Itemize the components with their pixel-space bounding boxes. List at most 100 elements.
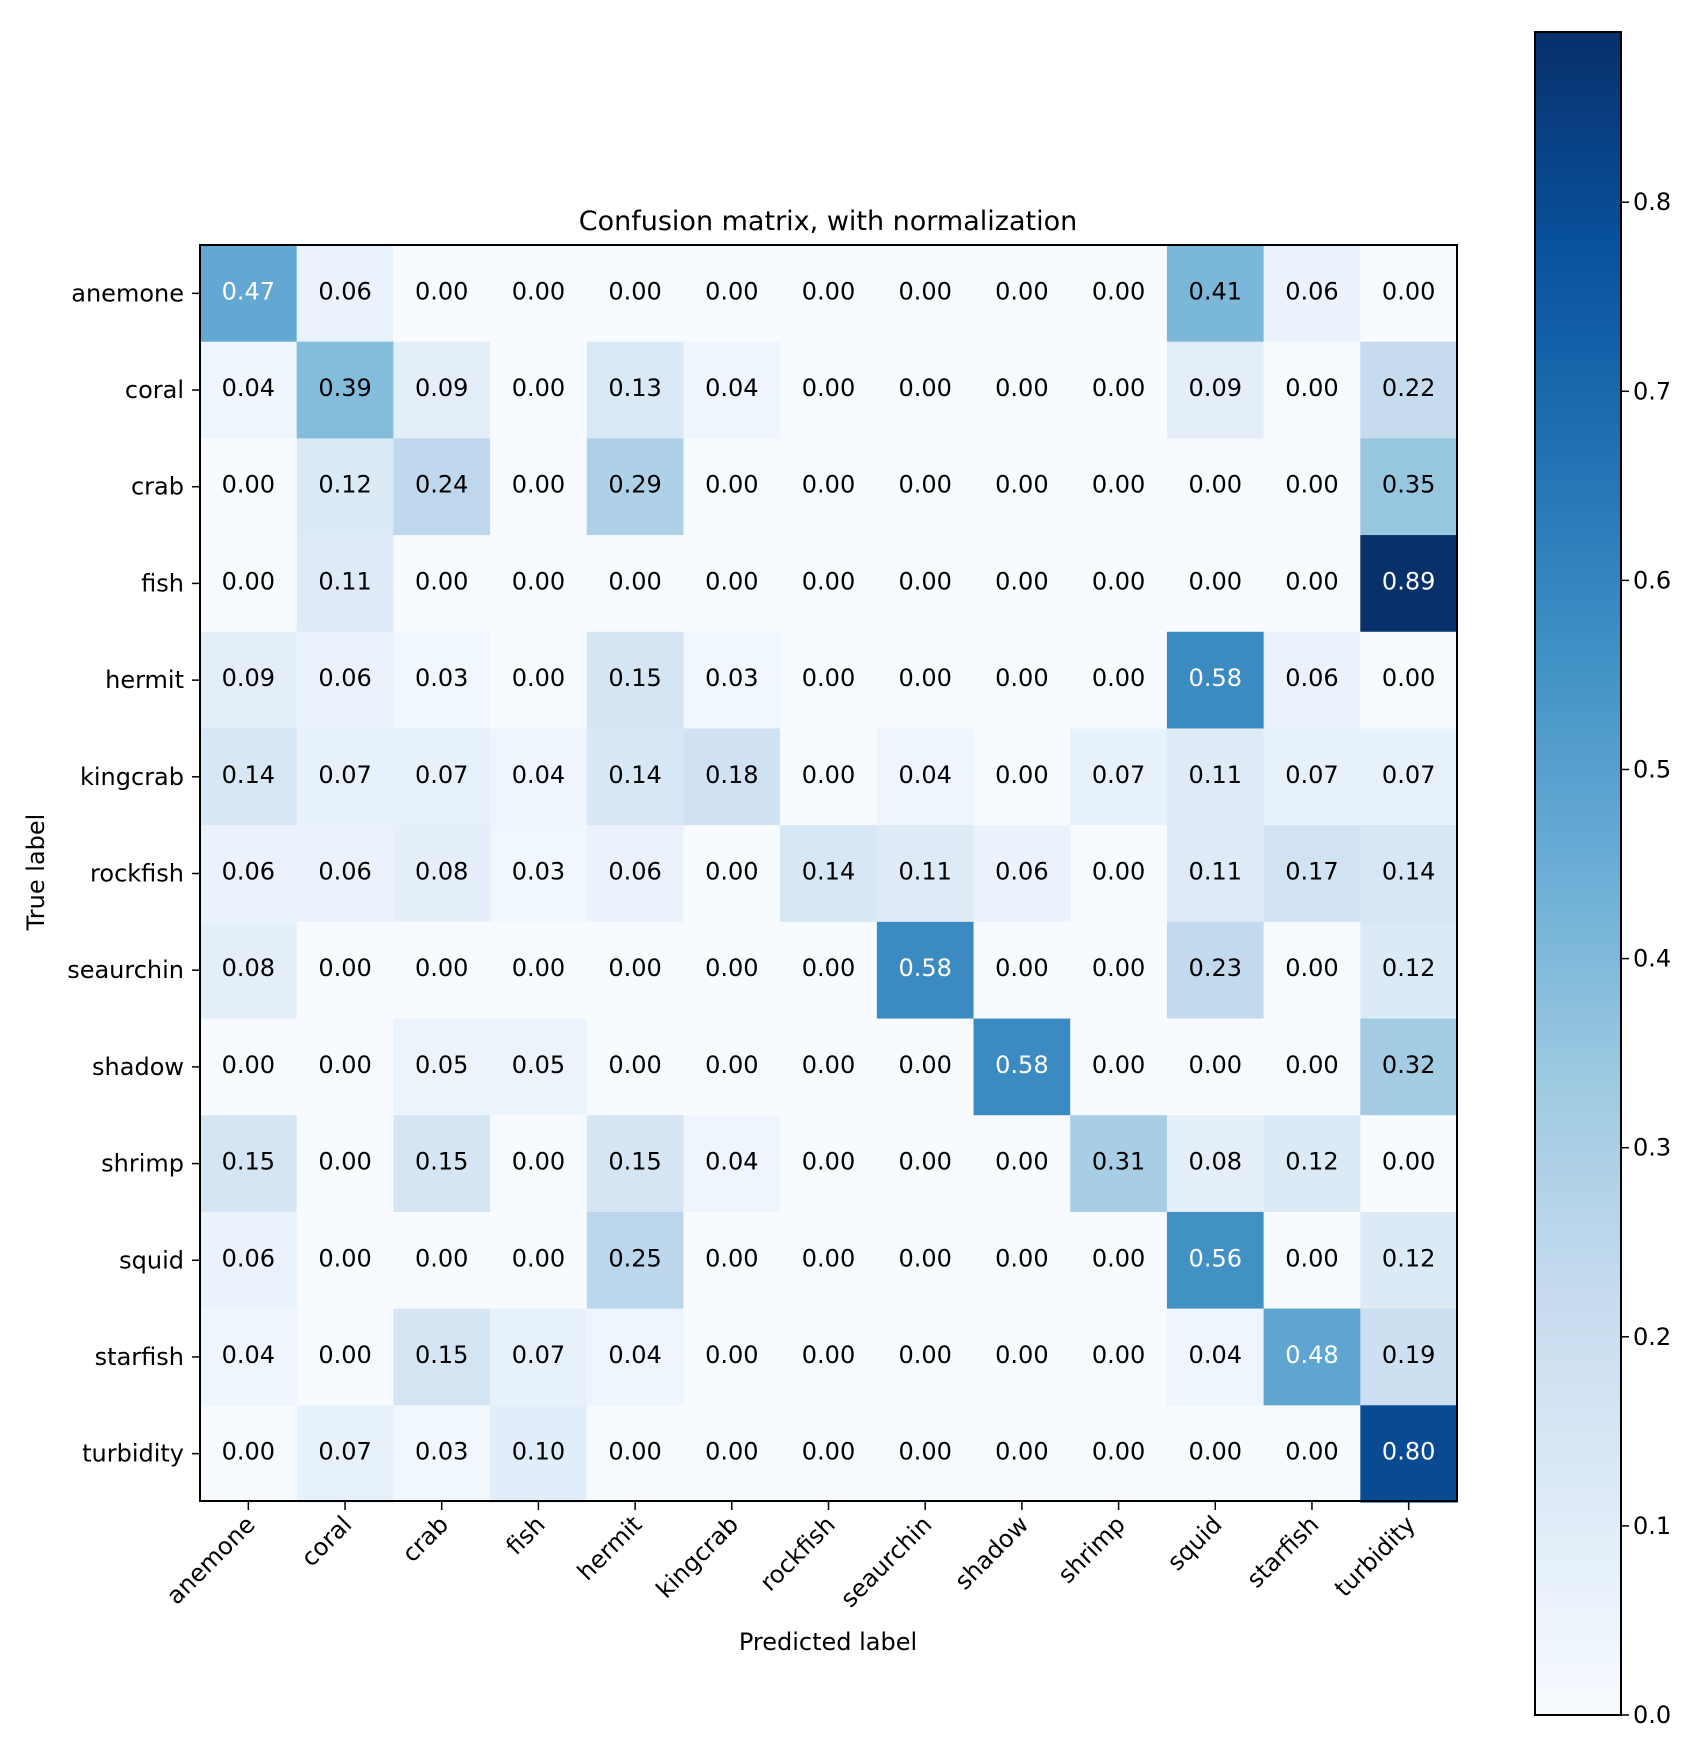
heatmap-cell-starfish-seaurchin [876, 1308, 975, 1406]
y-tick-label: hermit [105, 666, 184, 694]
cell-value-label: 0.00 [318, 1148, 371, 1176]
cell-value-label: 0.14 [802, 858, 855, 886]
heatmap-cell-shadow-rockfish [780, 1018, 878, 1116]
cell-value-label: 0.00 [705, 1244, 758, 1272]
heatmap-cell-coral-crab [393, 341, 491, 439]
heatmap-cell-starfish-crab [393, 1308, 491, 1406]
cell-value-label: 0.15 [608, 664, 661, 692]
heatmap-cell-shrimp-squid [1166, 1115, 1265, 1213]
heatmap-cell-anemone-starfish [1263, 245, 1361, 343]
heatmap-cell-rockfish-turbidity [1360, 825, 1458, 923]
heatmap-cell-fish-starfish [1263, 535, 1361, 633]
cell-value-label: 0.17 [1285, 858, 1338, 886]
y-tick-label: squid [119, 1246, 184, 1274]
colorbar-tick-label: 0.0 [1633, 1701, 1671, 1729]
cell-value-label: 0.00 [608, 567, 661, 595]
cell-value-label: 0.00 [898, 471, 951, 499]
heatmap-cell-crab-anemone [200, 438, 298, 536]
heatmap-cell-seaurchin-starfish [1263, 921, 1361, 1020]
cell-value-label: 0.00 [1189, 471, 1242, 499]
cell-value-label: 0.00 [705, 277, 758, 305]
x-tick-label: anemone [161, 1510, 261, 1610]
cell-value-label: 0.11 [1189, 761, 1242, 789]
heatmap-cell-squid-coral [296, 1211, 394, 1310]
heatmap-cell-coral-starfish [1263, 341, 1361, 439]
heatmap-cell-seaurchin-shadow [973, 921, 1071, 1020]
heatmap-cell-seaurchin-squid [1166, 921, 1265, 1020]
cell-value-label: 0.00 [802, 471, 855, 499]
heatmap-cell-fish-seaurchin [876, 535, 975, 633]
cell-value-label: 0.24 [415, 471, 468, 499]
cell-value-label: 0.00 [802, 374, 855, 402]
heatmap-cell-kingcrab-turbidity [1360, 728, 1458, 826]
heatmap-cell-anemone-fish [490, 245, 588, 343]
heatmap-cell-hermit-shrimp [1070, 631, 1168, 730]
cell-value-label: 0.00 [1092, 664, 1145, 692]
x-tick-label: rockfish [755, 1510, 841, 1596]
cell-value-label: 0.04 [705, 1148, 758, 1176]
cell-value-label: 0.00 [415, 954, 468, 982]
cell-value-label: 0.07 [1092, 761, 1145, 789]
cell-value-label: 0.22 [1382, 374, 1435, 402]
heatmap-cell-crab-kingcrab [683, 438, 781, 536]
heatmap-cell-turbidity-shrimp [1070, 1405, 1168, 1503]
cell-value-label: 0.00 [1092, 374, 1145, 402]
heatmap-cell-anemone-coral [296, 245, 394, 343]
heatmap-cell-starfish-turbidity [1360, 1308, 1458, 1406]
heatmap-cell-seaurchin-anemone [200, 921, 298, 1020]
heatmap-cell-shadow-anemone [200, 1018, 298, 1116]
heatmap-cell-turbidity-crab [393, 1405, 491, 1503]
cell-value-label: 0.00 [898, 1148, 951, 1176]
heatmap-cell-shrimp-shadow [973, 1115, 1071, 1213]
heatmap-cell-coral-hermit [586, 341, 685, 439]
heatmap-cell-crab-squid [1166, 438, 1265, 536]
y-tick-label: rockfish [90, 860, 184, 888]
heatmap-cell-squid-rockfish [780, 1211, 878, 1310]
cell-value-label: 0.00 [898, 1341, 951, 1369]
heatmap-cell-shrimp-kingcrab [683, 1115, 781, 1213]
cell-value-label: 0.00 [705, 1051, 758, 1079]
cell-value-label: 0.00 [318, 1051, 371, 1079]
cell-value-label: 0.00 [705, 567, 758, 595]
cell-value-label: 0.12 [1285, 1148, 1338, 1176]
heatmap-cell-fish-hermit [586, 535, 685, 633]
heatmap-cell-shrimp-coral [296, 1115, 394, 1213]
cell-value-label: 0.07 [318, 761, 371, 789]
cell-value-label: 0.00 [898, 1244, 951, 1272]
cell-value-label: 0.04 [222, 374, 275, 402]
heatmap-cell-shrimp-crab [393, 1115, 491, 1213]
heatmap-cell-starfish-squid [1166, 1308, 1265, 1406]
heatmap-cell-coral-turbidity [1360, 341, 1458, 439]
heatmap-cell-rockfish-anemone [200, 825, 298, 923]
cell-value-label: 0.12 [318, 471, 371, 499]
cell-value-label: 0.15 [415, 1341, 468, 1369]
heatmap-cell-fish-anemone [200, 535, 298, 633]
cell-value-label: 0.00 [995, 1148, 1048, 1176]
heatmap-cell-seaurchin-kingcrab [683, 921, 781, 1020]
heatmap-cell-crab-seaurchin [876, 438, 975, 536]
heatmap-cell-hermit-crab [393, 631, 491, 730]
heatmap-cell-seaurchin-crab [393, 921, 491, 1020]
cell-value-label: 0.08 [222, 954, 275, 982]
x-tick-label: squid [1162, 1510, 1228, 1576]
cell-value-label: 0.00 [995, 954, 1048, 982]
heatmap-cell-fish-shrimp [1070, 535, 1168, 633]
cell-value-label: 0.00 [1285, 471, 1338, 499]
heatmap-cell-turbidity-hermit [586, 1405, 685, 1503]
heatmap-cell-squid-shadow [973, 1211, 1071, 1310]
heatmap-cell-kingcrab-rockfish [780, 728, 878, 826]
heatmap-cell-shadow-hermit [586, 1018, 685, 1116]
heatmap-cell-anemone-seaurchin [876, 245, 975, 343]
y-tick-label: coral [125, 376, 184, 404]
heatmap-cell-turbidity-fish [490, 1405, 588, 1503]
cell-value-label: 0.00 [995, 664, 1048, 692]
cell-value-label: 0.00 [1092, 1341, 1145, 1369]
heatmap-cell-coral-seaurchin [876, 341, 975, 439]
y-tick-label: shrimp [101, 1150, 184, 1178]
cell-value-label: 0.00 [802, 277, 855, 305]
cell-value-label: 0.29 [608, 471, 661, 499]
cell-value-label: 0.00 [898, 374, 951, 402]
x-tick-label: crab [397, 1510, 454, 1567]
cell-value-label: 0.10 [512, 1438, 565, 1466]
x-tick-label: shadow [949, 1510, 1034, 1595]
